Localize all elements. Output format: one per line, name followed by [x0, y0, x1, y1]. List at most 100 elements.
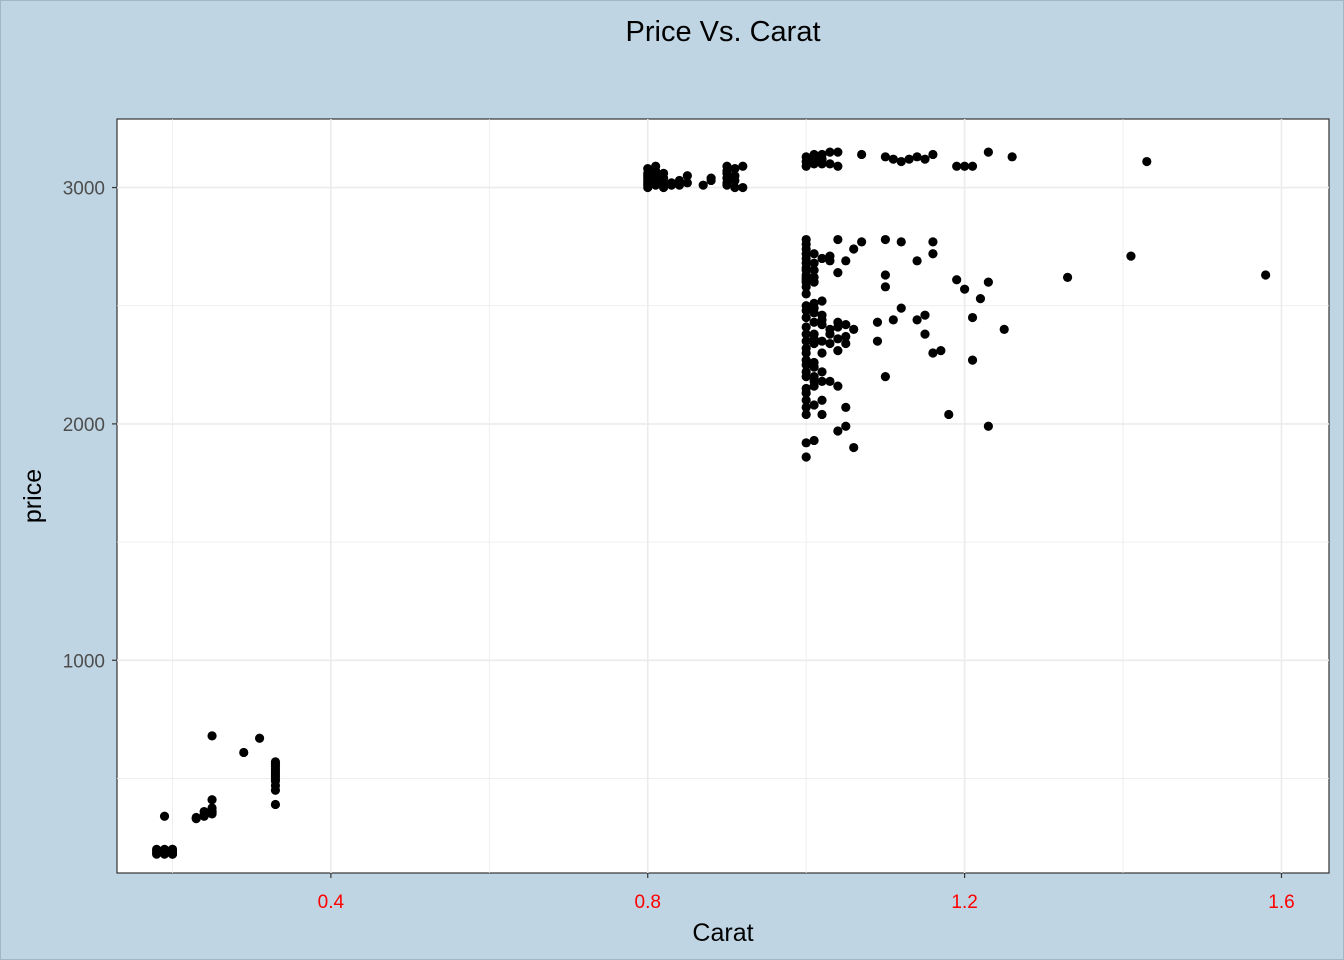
data-point	[666, 178, 677, 188]
data-point	[801, 289, 811, 299]
data-point	[975, 294, 986, 304]
data-point	[738, 182, 748, 193]
data-point	[801, 234, 811, 245]
data-point	[801, 272, 811, 282]
data-point	[809, 258, 819, 268]
data-point	[801, 452, 811, 462]
data-point	[928, 149, 938, 160]
data-point	[833, 381, 843, 391]
data-point	[674, 175, 685, 186]
data-point	[801, 343, 811, 353]
data-point	[825, 251, 835, 261]
data-point	[833, 147, 843, 157]
data-point	[928, 249, 938, 259]
data-point	[833, 426, 843, 436]
x-tick-label: 0.8	[635, 892, 661, 913]
data-point	[1142, 156, 1152, 167]
x-axis-ticks: 0.4 0.8 1.2 1.6	[318, 873, 1295, 913]
major-gridlines	[117, 119, 1329, 873]
x-tick-label: 1.2	[951, 892, 977, 913]
data-point	[825, 338, 835, 349]
data-point	[801, 438, 811, 448]
data-point	[809, 272, 819, 282]
x-axis-title: Carat	[692, 919, 753, 947]
data-point	[1007, 152, 1017, 162]
data-point	[952, 161, 962, 171]
data-point	[983, 421, 993, 431]
data-points	[152, 147, 1271, 859]
data-point	[817, 310, 827, 320]
data-point	[801, 152, 811, 162]
data-point	[952, 275, 962, 285]
data-point	[239, 747, 249, 758]
data-point	[841, 421, 851, 431]
data-point	[849, 442, 859, 453]
data-point	[159, 844, 170, 854]
data-point	[817, 296, 827, 306]
data-point	[841, 331, 851, 342]
data-point	[849, 244, 859, 254]
data-point	[920, 154, 930, 164]
data-point	[152, 844, 162, 854]
data-point	[801, 402, 811, 412]
data-point	[722, 161, 732, 171]
data-point	[857, 149, 867, 160]
data-point	[904, 154, 914, 164]
data-point	[912, 152, 922, 162]
data-point	[801, 383, 811, 394]
data-point	[920, 329, 930, 339]
y-axis-ticks: 1000 2000 3000	[63, 179, 117, 672]
data-point	[896, 237, 906, 247]
data-point	[983, 147, 993, 157]
data-point	[801, 395, 811, 405]
y-axis-title: price	[19, 469, 47, 523]
data-point	[207, 795, 217, 805]
data-point	[682, 171, 692, 181]
data-point	[270, 757, 281, 767]
data-point	[857, 237, 867, 247]
data-point	[896, 156, 906, 167]
data-point	[999, 324, 1009, 334]
data-point	[809, 372, 819, 382]
data-point	[825, 324, 835, 334]
data-point	[801, 322, 811, 332]
data-point	[880, 234, 890, 245]
data-point	[912, 315, 922, 325]
data-point	[730, 171, 740, 181]
data-point	[682, 178, 692, 188]
data-point	[825, 159, 835, 169]
data-point	[801, 409, 811, 420]
data-point	[841, 256, 851, 266]
data-point	[841, 320, 851, 330]
data-point	[983, 277, 993, 287]
data-point	[944, 409, 954, 420]
data-point	[207, 806, 217, 817]
data-point	[841, 402, 851, 412]
data-point	[809, 329, 819, 339]
data-point	[880, 270, 890, 280]
data-point	[651, 161, 661, 171]
data-point	[817, 409, 827, 420]
data-point	[207, 731, 217, 741]
data-point	[643, 164, 653, 174]
data-point	[254, 733, 265, 743]
data-point	[801, 301, 811, 311]
x-tick-label: 0.4	[318, 892, 345, 913]
data-point	[912, 256, 922, 266]
data-point	[967, 355, 978, 365]
data-point	[817, 253, 827, 264]
data-point	[888, 154, 898, 164]
y-tick-label: 1000	[63, 651, 105, 672]
data-point	[809, 249, 819, 259]
data-point	[817, 395, 827, 405]
data-point	[199, 806, 209, 817]
data-point	[817, 336, 827, 346]
data-point	[1261, 270, 1271, 280]
plot-panel	[116, 118, 1330, 874]
data-point	[801, 355, 811, 365]
y-tick-label: 2000	[63, 415, 105, 436]
data-point	[928, 348, 938, 358]
data-point	[801, 367, 811, 377]
data-point	[880, 282, 890, 292]
